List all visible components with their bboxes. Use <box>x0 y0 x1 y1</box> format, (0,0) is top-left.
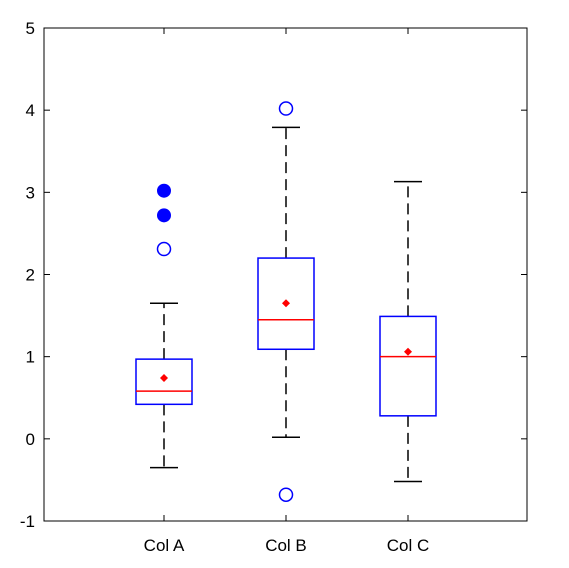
iqr-box <box>379 315 437 417</box>
outlier-mild <box>278 487 294 502</box>
outlier-mild <box>156 241 172 257</box>
y-tick-label: 4 <box>26 101 35 120</box>
box-group-2 <box>257 101 315 502</box>
y-tick-label: 0 <box>26 430 35 449</box>
box-group-3 <box>379 180 437 483</box>
outlier-extreme <box>157 183 171 198</box>
x-axis: Col A Col B Col C <box>144 28 430 555</box>
y-tick-label: 3 <box>26 183 35 202</box>
y-tick-label: 1 <box>26 348 35 367</box>
mean-marker <box>160 374 168 383</box>
mean-marker <box>282 299 290 308</box>
y-tick-label: 2 <box>26 266 35 285</box>
outlier-extreme <box>157 208 171 223</box>
x-tick-label: Col B <box>265 536 307 555</box>
mean-marker <box>404 347 412 356</box>
x-tick-label: Col A <box>144 536 185 555</box>
box-group-1 <box>135 183 193 469</box>
y-tick-label: 5 <box>26 19 35 38</box>
y-tick-label: -1 <box>20 512 35 531</box>
y-axis: -1 0 1 2 3 4 5 <box>20 19 527 531</box>
x-tick-label: Col C <box>387 536 430 555</box>
boxes <box>135 101 437 502</box>
outlier-mild <box>278 101 294 116</box>
